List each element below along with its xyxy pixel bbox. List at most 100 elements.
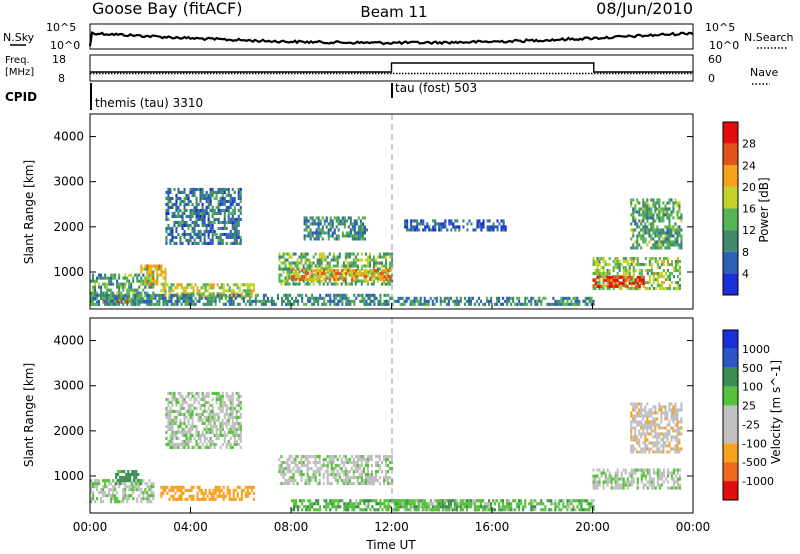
- velocity-cell-1385: [399, 505, 402, 509]
- velocity-cell-501: [191, 409, 194, 413]
- power-cell-989: [174, 302, 177, 306]
- velocity-cell-1774: [658, 474, 661, 478]
- power-cell-2366: [632, 278, 635, 282]
- velocity-cell-1667: [610, 483, 613, 487]
- velocity-cell-234: [182, 491, 185, 495]
- power-cell-2260: [600, 272, 603, 276]
- freq-tick-bottom: 8: [58, 72, 65, 85]
- power-cell-2458: [662, 263, 665, 267]
- velocity-cell-90: [126, 494, 129, 498]
- power-cell-1681: [323, 278, 326, 282]
- velocity-cell-1557: [540, 508, 543, 512]
- power-colorbar-cell-2: [723, 230, 738, 252]
- power-cell-2207: [492, 228, 495, 232]
- velocity-cell-434: [181, 430, 184, 434]
- velocity-cell-1873: [638, 414, 641, 418]
- velocity-cell-1777: [660, 483, 663, 487]
- velocity-cell-1905: [644, 432, 647, 436]
- power-cell-1970: [439, 296, 442, 300]
- power-cell-1642: [293, 272, 296, 276]
- velocity-cell-394: [173, 394, 176, 398]
- power-cell-766: [223, 202, 226, 206]
- power-cell-2600: [636, 246, 639, 250]
- velocity-cell-515: [195, 430, 198, 434]
- velocity-cell-804: [284, 473, 287, 477]
- power-cell-725: [217, 217, 220, 221]
- velocity-cell-1988: [660, 450, 663, 454]
- power-cell-348: [208, 286, 211, 290]
- velocity-cell-1691: [620, 477, 623, 481]
- velocity-cell-1959: [654, 432, 657, 436]
- power-cell-2108: [592, 299, 595, 303]
- power-cell-2453: [660, 260, 663, 264]
- velocity-cell-1736: [642, 474, 645, 478]
- power-cell-1764: [303, 234, 306, 238]
- velocity-cell-836: [294, 464, 297, 468]
- power-cell-261: [158, 264, 161, 268]
- velocity-cell-848: [298, 461, 301, 465]
- power-cell-816: [231, 199, 234, 203]
- power-cell-1741: [373, 269, 376, 273]
- power-cell-2786: [668, 231, 671, 235]
- velocity-cell-1835: [632, 435, 635, 439]
- power-cell-1175: [329, 296, 332, 300]
- power-cell-2142: [428, 228, 431, 232]
- power-cell-591: [195, 217, 198, 221]
- power-cell-580: [193, 211, 196, 215]
- velocity-cell-1108: [383, 476, 386, 480]
- velocity-cell-1641: [596, 474, 599, 478]
- power-cell-302: [178, 295, 181, 299]
- velocity-cell-714: [229, 406, 232, 410]
- power-cell-2632: [642, 225, 645, 229]
- power-cell-1264: [280, 273, 283, 277]
- power-cell-291: [170, 289, 173, 293]
- power-cell-1031: [202, 302, 205, 306]
- power-ytick-label-3: 4000: [53, 130, 84, 144]
- power-cell-2724: [658, 240, 661, 244]
- velocity-cell-642: [217, 415, 220, 419]
- velocity-cell-1484: [482, 508, 485, 512]
- power-cell-1494: [348, 255, 351, 259]
- power-cell-1730: [365, 275, 368, 279]
- power-cell-1196: [343, 293, 346, 297]
- power-cell-2167: [450, 228, 453, 232]
- velocity-cell-2001: [662, 444, 665, 448]
- power-cell-2528: [610, 275, 613, 279]
- velocity-cell-1956: [654, 444, 657, 448]
- velocity-cell-1775: [658, 471, 661, 475]
- power-cell-2025: [506, 296, 509, 300]
- velocity-cell-1249: [379, 505, 382, 509]
- power-cell-1646: [295, 269, 298, 273]
- power-cell-2652: [644, 201, 647, 205]
- power-cell-2152: [436, 222, 439, 226]
- velocity-cell-1318: [435, 508, 438, 512]
- power-cell-909: [114, 296, 117, 300]
- velocity-cell-335: [165, 424, 168, 428]
- velocity-cell-505: [193, 445, 196, 449]
- velocity-cell-1368: [484, 508, 487, 512]
- power-cell-814: [231, 208, 234, 212]
- velocity-cell-854: [300, 461, 303, 465]
- power-cell-1825: [327, 237, 330, 241]
- velocity-cell-572: [205, 424, 208, 428]
- velocity-cell-1024: [356, 470, 359, 474]
- velocity-cell-643: [217, 412, 220, 416]
- power-cell-1644: [295, 275, 298, 279]
- power-cell-875: [92, 293, 95, 297]
- power-cell-2055: [538, 296, 541, 300]
- velocity-cell-255: [198, 485, 201, 489]
- power-cell-290: [168, 286, 171, 290]
- power-cell-1269: [282, 270, 285, 274]
- power-cell-703: [211, 187, 214, 191]
- power-cell-2209: [492, 222, 495, 226]
- velocity-cell-765: [237, 409, 240, 413]
- power-cell-2670: [648, 216, 651, 220]
- power-cell-1455: [336, 261, 339, 265]
- power-cell-807: [231, 232, 234, 236]
- velocity-cell-231: [180, 491, 183, 495]
- power-cell-2602: [636, 240, 639, 244]
- power-cell-985: [170, 296, 173, 300]
- power-cell-1077: [240, 296, 243, 300]
- power-cell-2729: [658, 219, 661, 223]
- velocity-cell-587: [207, 406, 210, 410]
